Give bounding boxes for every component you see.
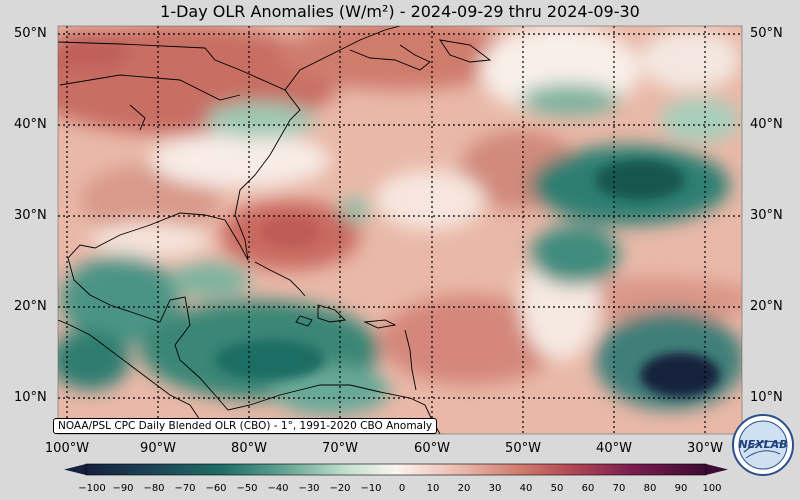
colorbar-tick-9: −10 <box>360 483 382 494</box>
logo-text: NEXLAB <box>738 438 787 451</box>
colorbar-tick-19: 90 <box>674 483 688 494</box>
colorbar-tick-17: 70 <box>612 483 626 494</box>
colorbar-tick-20: 100 <box>702 483 722 494</box>
lat-label-left-20: 20°N <box>14 299 47 314</box>
colorbar-tick-2: −80 <box>143 483 165 494</box>
colorbar-tick-12: 20 <box>457 483 471 494</box>
colorbar-tick-10: 0 <box>398 483 406 494</box>
lat-label-left-50: 50°N <box>14 26 47 41</box>
data-source-credit: NOAA/PSL CPC Daily Blended OLR (CBO) - 1… <box>53 418 438 434</box>
lon-label-30w: 30°W <box>687 441 723 456</box>
colorbar-tick-14: 40 <box>519 483 533 494</box>
lon-label-100w: 100°W <box>44 441 90 456</box>
strong-negative-core-north <box>595 160 685 200</box>
lat-label-right-20: 20°N <box>750 299 783 314</box>
graticule <box>58 26 742 434</box>
colorbar-tick-6: −40 <box>267 483 289 494</box>
map-frame <box>57 25 743 435</box>
lat-label-right-50: 50°N <box>750 26 783 41</box>
colorbar-tick-15: 50 <box>550 483 564 494</box>
lon-label-80w: 80°W <box>231 441 267 456</box>
colorbar-tick-3: −70 <box>174 483 196 494</box>
lat-label-left-10: 10°N <box>14 390 47 405</box>
lon-label-40w: 40°W <box>596 441 632 456</box>
colorbar-tick-0: −100 <box>78 483 106 494</box>
colorbar-tick-16: 60 <box>581 483 595 494</box>
strong-negative-core-south <box>640 353 720 397</box>
colorbar-tick-4: −60 <box>205 483 227 494</box>
strong-negative-core-caribbean <box>215 340 325 380</box>
lon-label-60w: 60°W <box>414 441 450 456</box>
map-title: 1-Day OLR Anomalies (W/m²) - 2024-09-29 … <box>160 2 640 21</box>
lat-label-right-40: 40°N <box>750 117 783 132</box>
lat-label-right-10: 10°N <box>750 390 783 405</box>
strong-positive-core <box>260 217 320 247</box>
lat-label-left-30: 30°N <box>14 208 47 223</box>
colorbar-tick-13: 30 <box>488 483 502 494</box>
colorbar-tick-11: 10 <box>426 483 440 494</box>
colorbar-tick-18: 80 <box>643 483 657 494</box>
lon-label-50w: 50°W <box>505 441 541 456</box>
colorbar-tick-5: −50 <box>236 483 258 494</box>
colorbar-tick-1: −90 <box>112 483 134 494</box>
colorbar-tick-8: −20 <box>329 483 351 494</box>
colorbar-tick-7: −30 <box>298 483 320 494</box>
lon-label-70w: 70°W <box>322 441 358 456</box>
lon-label-90w: 90°W <box>140 441 176 456</box>
nexlab-logo: NEXLAB <box>732 414 794 476</box>
lat-label-right-30: 30°N <box>750 208 783 223</box>
lat-label-left-40: 40°N <box>14 117 47 132</box>
